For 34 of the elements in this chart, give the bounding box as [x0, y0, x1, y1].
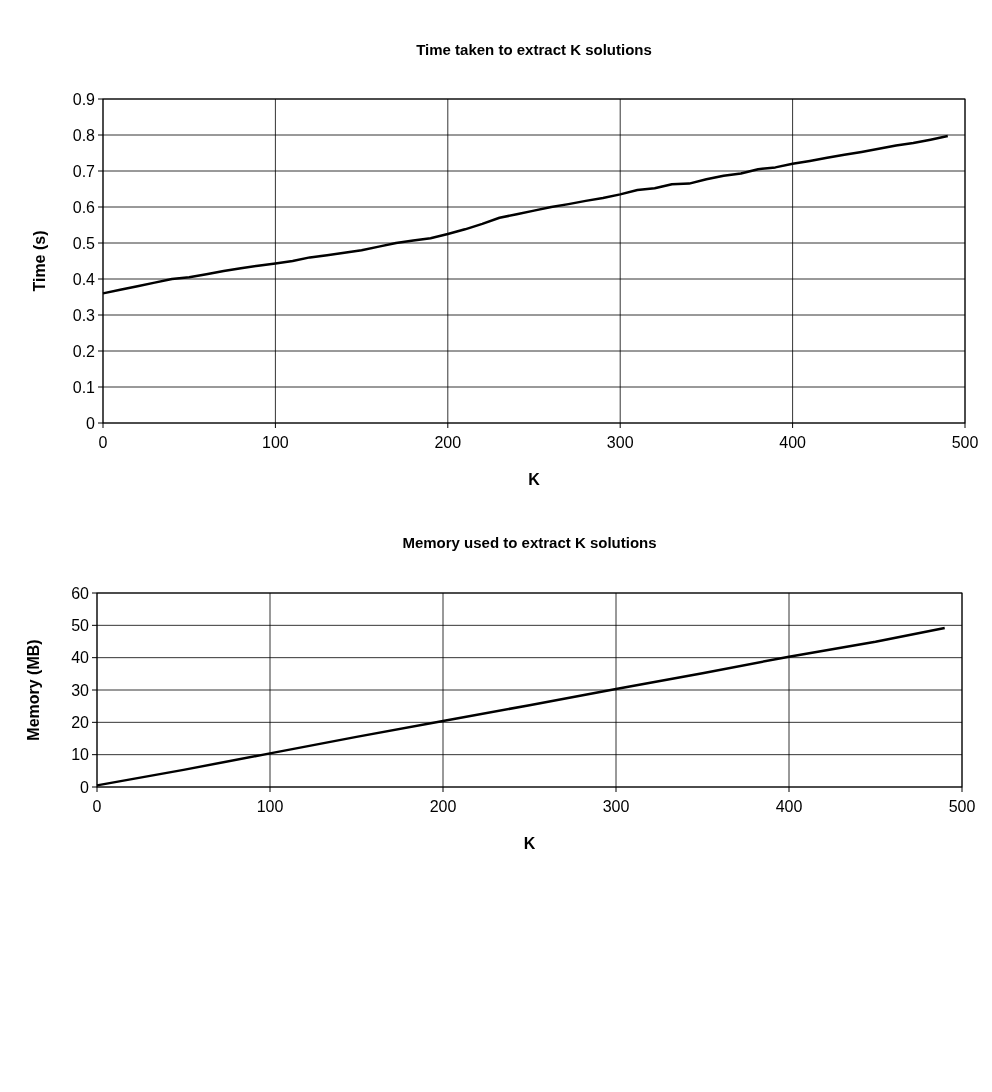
x-tick-label: 500: [948, 798, 976, 815]
x-tick-label: 500: [951, 434, 979, 451]
y-tick-label: 20: [71, 713, 90, 731]
x-axis-title: K: [523, 835, 536, 852]
y-tick-label: 0.2: [72, 342, 96, 360]
y-tick-label: 50: [71, 616, 90, 634]
y-tick-label: 0: [86, 414, 96, 432]
y-tick-label: 0.9: [72, 90, 96, 108]
y-tick-label: 10: [71, 746, 90, 764]
x-tick-label: 400: [779, 434, 807, 451]
y-tick-label: 0.1: [72, 378, 96, 396]
chart-title: Memory used to extract K solutions: [402, 534, 657, 551]
y-tick-label: 0.4: [72, 270, 96, 288]
y-tick-label: 40: [71, 649, 90, 667]
y-tick-label: 30: [71, 681, 90, 699]
x-tick-label: 300: [606, 434, 634, 451]
y-tick-label: 0.5: [72, 234, 96, 252]
y-tick-label: 0.3: [72, 306, 96, 324]
x-tick-label: 0: [98, 434, 108, 451]
y-tick-label: 60: [71, 584, 90, 602]
x-tick-label: 200: [429, 798, 457, 815]
y-axis-title: Time (s): [31, 230, 48, 292]
x-axis-title: K: [528, 471, 541, 488]
y-tick-label: 0: [80, 778, 90, 796]
x-tick-label: 200: [434, 434, 462, 451]
y-tick-label: 0.7: [72, 162, 96, 180]
y-axis-title: Memory (MB): [25, 639, 42, 741]
x-tick-label: 100: [262, 434, 289, 451]
x-tick-label: 300: [602, 798, 630, 815]
chart-title: Time taken to extract K solutions: [416, 41, 652, 58]
y-tick-label: 0.6: [72, 198, 96, 216]
x-tick-label: 100: [256, 798, 284, 815]
x-tick-label: 400: [775, 798, 803, 815]
y-tick-label: 0.8: [72, 126, 96, 144]
